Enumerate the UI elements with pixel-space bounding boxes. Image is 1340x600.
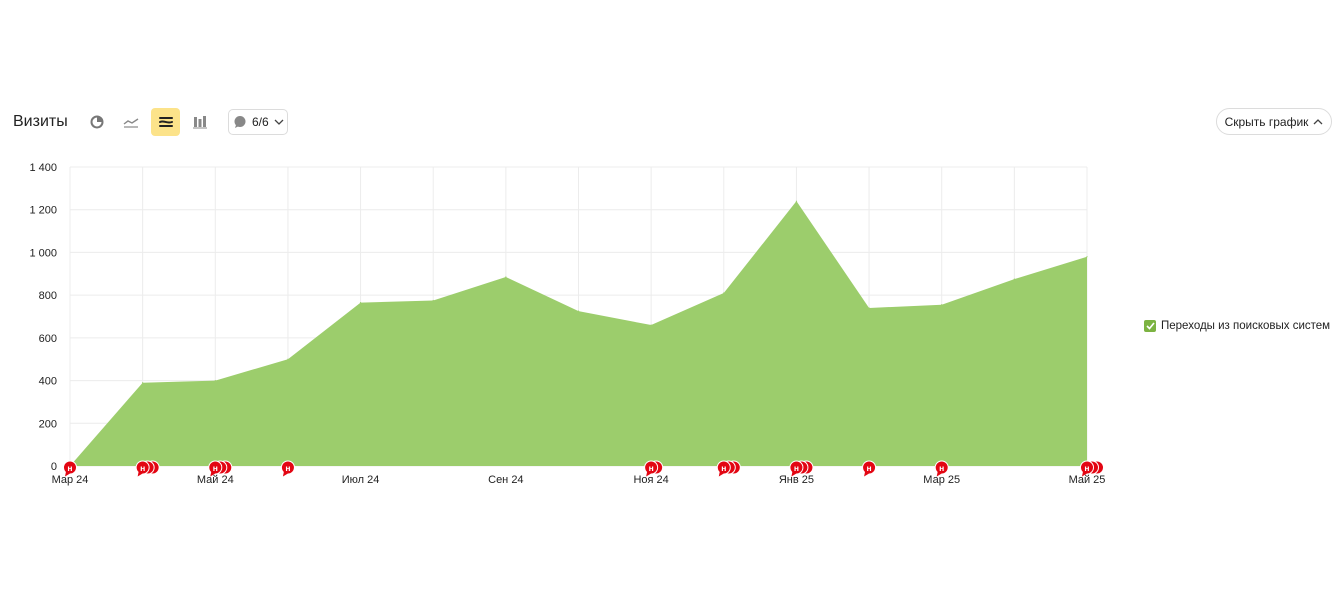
- annotation-marker[interactable]: н: [1080, 460, 1104, 477]
- x-tick-label: Мар 25: [923, 474, 960, 486]
- chevron-up-icon: [1313, 119, 1323, 125]
- data-point: [142, 382, 144, 384]
- data-point: [941, 304, 943, 306]
- annotation-marker-letter: н: [939, 463, 944, 473]
- annotation-marker-letter: н: [649, 463, 654, 473]
- annotation-marker-tail: [936, 471, 942, 477]
- chart-toolbar: Визиты 6/6: [0, 104, 1340, 140]
- y-tick-label: 400: [39, 376, 57, 388]
- comment-icon: [234, 116, 246, 128]
- data-point: [359, 302, 362, 304]
- annotation-marker-letter: н: [285, 463, 290, 473]
- y-tick-label: 0: [51, 461, 57, 473]
- data-point: [723, 292, 725, 294]
- chart-title: Визиты: [13, 113, 68, 130]
- annotation-marker-letter: н: [140, 463, 145, 473]
- check-icon: [1145, 322, 1155, 330]
- y-tick-label: 1 200: [29, 205, 57, 217]
- y-tick-label: 600: [39, 333, 57, 345]
- annotation-marker[interactable]: н: [862, 460, 877, 477]
- area-chart-button[interactable]: [151, 108, 180, 136]
- legend-label: Переходы из поисковых систем: [1161, 320, 1331, 332]
- annotation-marker-dot: [1080, 460, 1094, 475]
- data-point: [432, 299, 434, 302]
- area-chart-icon: [158, 117, 173, 127]
- annotation-marker[interactable]: н: [716, 460, 741, 477]
- line-chart-button[interactable]: [116, 108, 145, 136]
- annotation-marker-dot: [862, 460, 877, 475]
- annotation-marker-tail: [718, 471, 724, 477]
- data-point: [868, 307, 870, 309]
- annotation-marker-letter: н: [67, 463, 72, 473]
- hide-chart-label: Скрыть график: [1224, 114, 1309, 129]
- annotation-marker-tail: [65, 471, 70, 477]
- pie-chart-icon: [90, 115, 103, 129]
- bar-chart-button[interactable]: [185, 108, 214, 136]
- hide-chart-button[interactable]: Скрыть график: [1216, 108, 1332, 135]
- annotation-marker-tail: [137, 471, 143, 477]
- data-point: [795, 200, 798, 202]
- notes-toggle-button[interactable]: 6/6: [228, 109, 288, 135]
- annotation-marker-tail: [1082, 471, 1087, 477]
- data-point: [214, 379, 216, 382]
- annotation-marker[interactable]: н: [63, 460, 77, 477]
- y-tick-label: 1 400: [29, 162, 57, 174]
- annotation-marker[interactable]: н: [789, 460, 814, 477]
- annotation-marker-tail: [646, 471, 652, 477]
- pie-chart-button[interactable]: [82, 108, 111, 136]
- line-chart-icon: [123, 118, 138, 128]
- annotation-marker-tail: [210, 471, 216, 477]
- bar-chart-icon: [192, 116, 207, 129]
- x-tick-label: Май 25: [1069, 474, 1106, 486]
- annotation-marker-dot: [135, 460, 150, 475]
- x-tick-label: Май 24: [197, 474, 234, 486]
- chevron-down-icon: [274, 119, 284, 125]
- annotation-marker-dot: [789, 460, 804, 475]
- annotation-marker-dot: [280, 460, 295, 475]
- chart-legend: Переходы из поисковых систем: [1144, 320, 1330, 332]
- annotation-marker[interactable]: н: [644, 460, 664, 477]
- annotation-marker-letter: н: [721, 463, 726, 473]
- annotation-marker-letter: н: [213, 463, 218, 473]
- x-tick-label: Ноя 24: [633, 474, 668, 486]
- x-tick-label: Мар 24: [52, 474, 89, 486]
- annotation-marker-tail: [282, 471, 288, 477]
- annotation-marker-dot: [716, 460, 731, 475]
- annotation-marker-dot: [63, 460, 77, 475]
- annotation-marker-tail: [791, 471, 797, 477]
- x-tick-label: Июл 24: [342, 474, 380, 486]
- annotation-marker-dot: [644, 460, 659, 475]
- annotation-marker[interactable]: н: [280, 460, 295, 477]
- annotation-marker-letter: н: [1084, 463, 1089, 473]
- data-point: [577, 310, 580, 312]
- annotation-marker-tail: [864, 471, 870, 477]
- annotation-marker[interactable]: н: [135, 460, 160, 477]
- data-point: [287, 358, 289, 360]
- data-point: [1013, 278, 1015, 280]
- y-tick-label: 800: [39, 290, 57, 302]
- notes-count: 6/6: [252, 115, 269, 129]
- y-tick-label: 200: [39, 418, 57, 430]
- data-point: [650, 324, 652, 326]
- data-point: [505, 276, 507, 278]
- y-tick-label: 1 000: [29, 247, 57, 259]
- series-area: [70, 201, 1087, 466]
- annotation-marker[interactable]: н: [934, 460, 949, 477]
- x-tick-label: Янв 25: [779, 474, 814, 486]
- annotation-marker-dot: [208, 460, 223, 475]
- x-tick-label: Сен 24: [488, 474, 523, 486]
- annotation-marker-letter: н: [794, 463, 799, 473]
- data-point: [1086, 256, 1088, 258]
- annotation-marker-letter: н: [867, 463, 872, 473]
- annotation-marker-dot: [934, 460, 949, 475]
- legend-checkbox[interactable]: [1144, 320, 1156, 332]
- annotation-marker[interactable]: н: [208, 460, 233, 477]
